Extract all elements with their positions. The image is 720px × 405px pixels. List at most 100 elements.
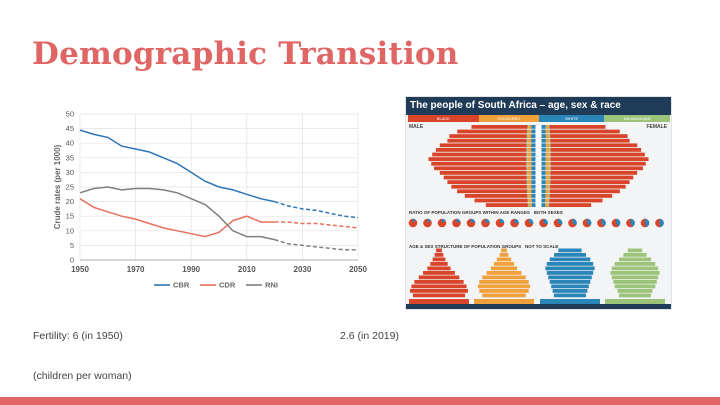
pyramid-bar-male (447, 180, 527, 184)
age-band-cell (535, 143, 542, 148)
pyramid-bar-female (549, 198, 603, 203)
pyramid-bar-female (545, 152, 550, 157)
group-pyramid-bar (479, 289, 529, 293)
group-pyramid-bar (554, 253, 586, 257)
ratio-pie-slice (514, 218, 519, 224)
pyramid-bar-male (531, 189, 536, 194)
pyramid-bar-male (526, 148, 528, 152)
pyramid-bar-male (443, 175, 527, 180)
pyramid-bar-male (439, 171, 527, 175)
pyramid-bar-male (531, 198, 536, 203)
group-pyramid-bar (436, 248, 442, 253)
age-section-heading: AGE & SEX STRUCTURE OF POPULATION GROUPS… (409, 244, 558, 249)
x-tick-label: 1990 (182, 265, 200, 274)
south-africa-population-infographic: The people of South Africa – age, sex & … (405, 96, 672, 310)
pyramid-bar-female (545, 143, 550, 148)
group-pyramid-bar (430, 262, 448, 266)
pyramid-bar-female (545, 175, 549, 180)
group-pyramid-bar (418, 275, 460, 280)
y-tick-label: 35 (66, 153, 74, 162)
pyramid-bar-female (541, 138, 546, 143)
pyramid-bar-male (451, 184, 527, 189)
y-tick-label: 10 (66, 226, 74, 235)
pyramid-bar-female (549, 203, 592, 207)
group-pyramid-bar (411, 284, 467, 289)
pyramid-bar-male (527, 129, 529, 134)
ratio-pie-slice (587, 218, 592, 226)
pyramid-bar-male (526, 180, 529, 184)
age-band-cell (535, 148, 542, 152)
group-pyramid-bar (549, 280, 591, 284)
group-pyramid-bar (623, 253, 647, 257)
pyramid-bar-male (435, 148, 527, 152)
pyramid-bar-female (548, 198, 550, 203)
pyramid-bar-female (548, 184, 551, 189)
age-band-cell (535, 161, 542, 166)
ratio-pie-slice (456, 218, 461, 223)
pyramid-bar-female (545, 171, 550, 175)
group-pyramid-bar (552, 289, 588, 293)
pyramid-bar-male (528, 180, 532, 184)
fertility-2019-text: 2.6 (in 2019) (340, 330, 399, 342)
pyramid-bar-male (527, 152, 532, 157)
legend-label-rni: RNI (265, 281, 278, 290)
ratio-pie-slice (558, 218, 563, 225)
pyramid-bar-female (545, 194, 549, 198)
group-pyramid-bar (412, 293, 466, 298)
group-pyramid-bar (545, 266, 595, 271)
pyramid-bar-male (527, 157, 532, 161)
pyramid-bar-female (541, 148, 546, 152)
pyramid-bar-female (549, 194, 613, 198)
pyramid-bar-male (527, 203, 530, 207)
y-tick-label: 50 (66, 110, 74, 119)
chart-background (48, 102, 368, 304)
pyramid-bar-female (549, 143, 551, 148)
pyramid-bar-male (529, 203, 532, 207)
pyramid-bar-male (526, 166, 528, 171)
pyramid-bar-female (549, 166, 551, 171)
pyramid-bar-female (545, 198, 549, 203)
group-pyramid-bar (619, 293, 651, 298)
series-projection-rni (274, 238, 358, 251)
ratio-pie-slice (601, 218, 606, 227)
y-tick-label: 20 (66, 197, 74, 206)
infographic-footer (406, 304, 671, 309)
group-pyramid-bar (558, 248, 582, 253)
pyramid-bar-female (548, 134, 551, 138)
ratio-pie-slice (572, 218, 577, 226)
age-band-cell (535, 203, 542, 207)
pyramid-bar-female (545, 129, 549, 134)
group-pyramid-bar (554, 293, 586, 298)
pyramid-bar-male (527, 171, 532, 175)
group-pyramid-bar (551, 284, 589, 289)
demographic-transition-chart: 0 5 10 15 20 25 30 35 40 45 50 1950 1970 1990 2010 2030… (48, 102, 368, 304)
ratio-pie-slice (413, 218, 416, 223)
pyramid-bar-female (545, 161, 550, 166)
pyramid-bar-male (527, 189, 529, 194)
pyramid-bar-male (471, 125, 528, 129)
pyramid-bar-female (541, 175, 546, 180)
pyramid-bar-female (541, 166, 546, 171)
pyramid-bar-male (531, 171, 536, 175)
ratio-pie-slice (529, 218, 534, 224)
y-axis-label: Crude rates (per 1000) (53, 144, 62, 229)
pyramid-bar-female (541, 189, 546, 194)
age-section-sub: NOT TO SCALE (524, 244, 559, 249)
pyramid-bar-male (531, 180, 536, 184)
pyramid-bar-male (527, 148, 532, 152)
ratio-pie-slice (630, 218, 635, 227)
pyramid-bar-female (550, 171, 638, 175)
age-band-cell (535, 175, 542, 180)
group-band-indianasian: INDIAN/ASIAN (604, 115, 670, 122)
pyramid-bar-female (548, 194, 550, 198)
group-pyramid-bar (617, 289, 653, 293)
series-line-rni (79, 186, 275, 241)
pyramid-bar-female (541, 184, 546, 189)
slide-title: Demographic Transition (32, 36, 459, 72)
pyramid-bar-female (545, 125, 549, 129)
pyramid-bar-male (528, 125, 532, 129)
pyramid-bar-female (550, 180, 630, 184)
infographic-title: The people of South Africa – age, sex & … (406, 97, 671, 115)
group-pyramid-bar (610, 271, 660, 275)
pyramid-bar-female (541, 198, 546, 203)
